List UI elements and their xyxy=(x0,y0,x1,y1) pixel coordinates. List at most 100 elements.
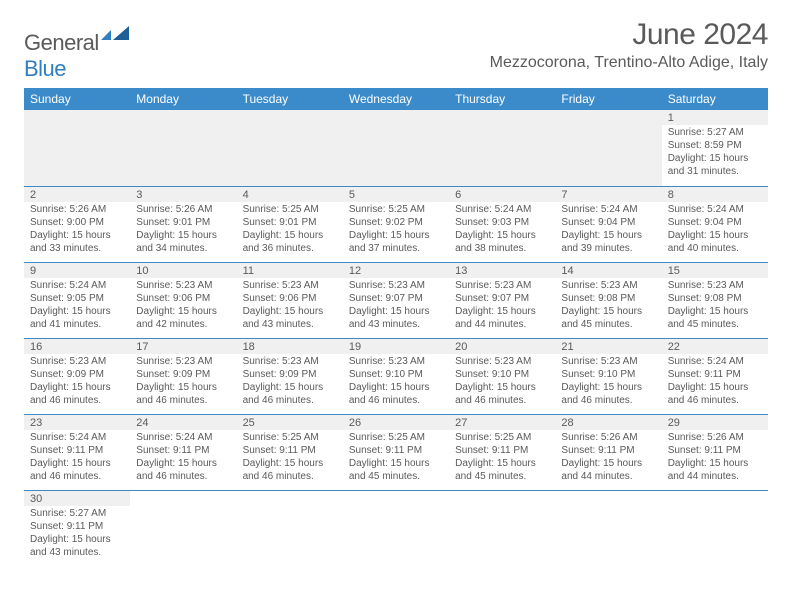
sunset-label: Sunset: xyxy=(455,369,489,380)
sunset-value: 9:07 PM xyxy=(386,293,423,304)
day-number: 16 xyxy=(24,339,130,354)
sunrise-label: Sunrise: xyxy=(561,356,598,367)
calendar-cell-empty xyxy=(130,110,236,186)
sunrise-label: Sunrise: xyxy=(349,204,386,215)
day-number: 8 xyxy=(662,187,768,202)
calendar-cell-empty xyxy=(449,110,555,186)
calendar-row: 2Sunrise: 5:26 AMSunset: 9:00 PMDaylight… xyxy=(24,186,768,262)
day-details: Sunrise: 5:25 AMSunset: 9:02 PMDaylight:… xyxy=(343,202,449,258)
day-details: Sunrise: 5:23 AMSunset: 9:08 PMDaylight:… xyxy=(555,278,661,334)
daylight-label: Daylight: xyxy=(136,458,175,469)
daylight-label: Daylight: xyxy=(455,306,494,317)
calendar-cell-empty xyxy=(24,110,130,186)
sunset-label: Sunset: xyxy=(243,293,277,304)
daylight-label: Daylight: xyxy=(455,382,494,393)
calendar-cell: 26Sunrise: 5:25 AMSunset: 9:11 PMDayligh… xyxy=(343,414,449,490)
day-number: 27 xyxy=(449,415,555,430)
sunrise-label: Sunrise: xyxy=(30,432,67,443)
calendar-row: 9Sunrise: 5:24 AMSunset: 9:05 PMDaylight… xyxy=(24,262,768,338)
calendar-cell-empty xyxy=(343,490,449,566)
calendar-cell: 3Sunrise: 5:26 AMSunset: 9:01 PMDaylight… xyxy=(130,186,236,262)
daylight-label: Daylight: xyxy=(668,230,707,241)
sunset-label: Sunset: xyxy=(30,293,64,304)
day-number: 28 xyxy=(555,415,661,430)
sunrise-label: Sunrise: xyxy=(136,356,173,367)
sunset-label: Sunset: xyxy=(136,217,170,228)
day-details: Sunrise: 5:26 AMSunset: 9:11 PMDaylight:… xyxy=(555,430,661,486)
calendar-cell: 9Sunrise: 5:24 AMSunset: 9:05 PMDaylight… xyxy=(24,262,130,338)
sunset-label: Sunset: xyxy=(243,445,277,456)
day-details: Sunrise: 5:25 AMSunset: 9:01 PMDaylight:… xyxy=(237,202,343,258)
daylight-label: Daylight: xyxy=(136,382,175,393)
sunrise-value: 5:23 AM xyxy=(176,356,213,367)
sunset-label: Sunset: xyxy=(349,369,383,380)
day-number: 18 xyxy=(237,339,343,354)
sunset-label: Sunset: xyxy=(349,293,383,304)
calendar-row: 23Sunrise: 5:24 AMSunset: 9:11 PMDayligh… xyxy=(24,414,768,490)
day-number: 15 xyxy=(662,263,768,278)
sunset-label: Sunset: xyxy=(668,369,702,380)
sunset-value: 9:11 PM xyxy=(173,445,210,456)
sunset-value: 9:05 PM xyxy=(67,293,104,304)
day-number: 23 xyxy=(24,415,130,430)
sunrise-value: 5:23 AM xyxy=(176,280,213,291)
sunset-value: 9:03 PM xyxy=(492,217,529,228)
sunset-label: Sunset: xyxy=(561,369,595,380)
sunrise-label: Sunrise: xyxy=(349,356,386,367)
sunrise-label: Sunrise: xyxy=(561,204,598,215)
day-details: Sunrise: 5:23 AMSunset: 9:10 PMDaylight:… xyxy=(555,354,661,410)
daylight-label: Daylight: xyxy=(243,458,282,469)
calendar-row: 16Sunrise: 5:23 AMSunset: 9:09 PMDayligh… xyxy=(24,338,768,414)
header: GeneralBlue June 2024 Mezzocorona, Trent… xyxy=(24,18,768,82)
calendar-cell: 12Sunrise: 5:23 AMSunset: 9:07 PMDayligh… xyxy=(343,262,449,338)
day-details: Sunrise: 5:23 AMSunset: 9:09 PMDaylight:… xyxy=(130,354,236,410)
day-number: 19 xyxy=(343,339,449,354)
sunset-value: 9:11 PM xyxy=(704,369,741,380)
daylight-label: Daylight: xyxy=(668,458,707,469)
sunset-label: Sunset: xyxy=(561,293,595,304)
sunset-label: Sunset: xyxy=(349,217,383,228)
calendar-cell-empty xyxy=(449,490,555,566)
day-number: 12 xyxy=(343,263,449,278)
weekday-header: Tuesday xyxy=(237,88,343,110)
sunrise-label: Sunrise: xyxy=(561,432,598,443)
calendar-row: 30Sunrise: 5:27 AMSunset: 9:11 PMDayligh… xyxy=(24,490,768,566)
daylight-label: Daylight: xyxy=(455,458,494,469)
sunset-value: 9:06 PM xyxy=(279,293,316,304)
day-number: 3 xyxy=(130,187,236,202)
day-number: 22 xyxy=(662,339,768,354)
sunset-value: 9:09 PM xyxy=(279,369,316,380)
sunrise-value: 5:24 AM xyxy=(69,432,106,443)
daylight-label: Daylight: xyxy=(668,382,707,393)
weekday-header: Saturday xyxy=(662,88,768,110)
day-details: Sunrise: 5:27 AMSunset: 9:11 PMDaylight:… xyxy=(24,506,130,562)
sunrise-value: 5:23 AM xyxy=(495,280,532,291)
daylight-label: Daylight: xyxy=(349,230,388,241)
daylight-label: Daylight: xyxy=(561,458,600,469)
logo-text: GeneralBlue xyxy=(24,26,129,82)
sunrise-label: Sunrise: xyxy=(30,204,67,215)
sunset-value: 9:02 PM xyxy=(386,217,423,228)
sunrise-value: 5:25 AM xyxy=(282,204,319,215)
sunrise-label: Sunrise: xyxy=(243,204,280,215)
calendar-cell: 15Sunrise: 5:23 AMSunset: 9:08 PMDayligh… xyxy=(662,262,768,338)
day-number: 7 xyxy=(555,187,661,202)
day-details: Sunrise: 5:25 AMSunset: 9:11 PMDaylight:… xyxy=(449,430,555,486)
sunrise-label: Sunrise: xyxy=(668,127,705,138)
sunrise-value: 5:26 AM xyxy=(601,432,638,443)
calendar-cell: 6Sunrise: 5:24 AMSunset: 9:03 PMDaylight… xyxy=(449,186,555,262)
calendar-cell: 17Sunrise: 5:23 AMSunset: 9:09 PMDayligh… xyxy=(130,338,236,414)
daylight-label: Daylight: xyxy=(30,382,69,393)
sunset-value: 9:01 PM xyxy=(279,217,316,228)
sunset-value: 9:10 PM xyxy=(386,369,423,380)
day-details: Sunrise: 5:24 AMSunset: 9:11 PMDaylight:… xyxy=(24,430,130,486)
sunrise-value: 5:26 AM xyxy=(707,432,744,443)
daylight-label: Daylight: xyxy=(30,458,69,469)
weekday-header: Wednesday xyxy=(343,88,449,110)
day-number: 10 xyxy=(130,263,236,278)
sunrise-value: 5:24 AM xyxy=(69,280,106,291)
sunrise-value: 5:23 AM xyxy=(601,356,638,367)
day-number: 17 xyxy=(130,339,236,354)
logo: GeneralBlue xyxy=(24,26,129,82)
sunrise-value: 5:25 AM xyxy=(495,432,532,443)
